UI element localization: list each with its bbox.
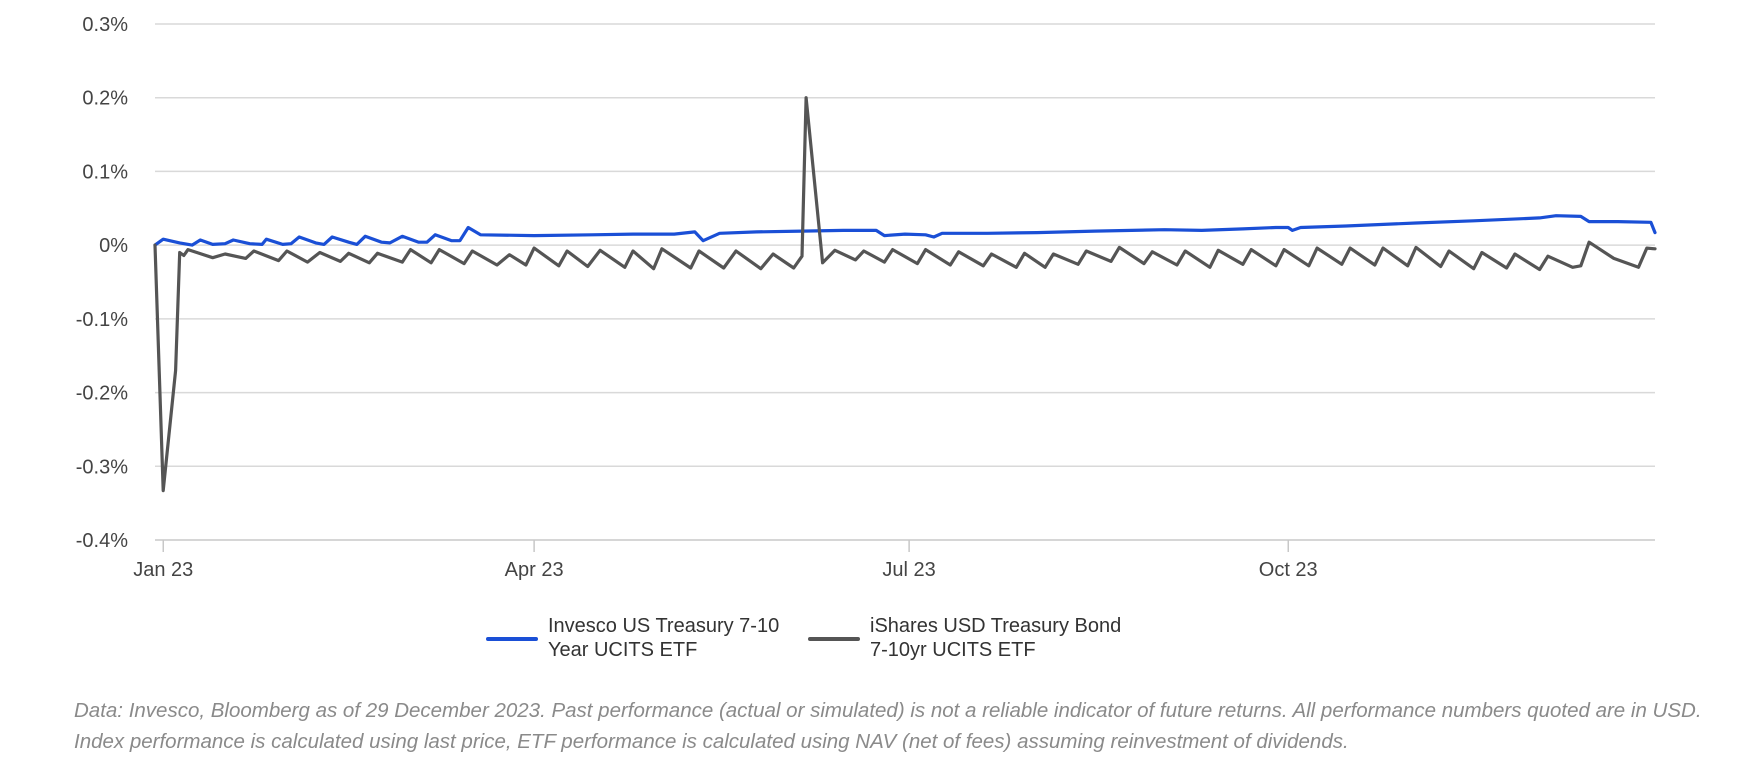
x-tick-label: Oct 23 [1259, 559, 1318, 581]
legend-label: 7-10yr UCITS ETF [870, 639, 1036, 661]
y-tick-label: 0% [99, 235, 128, 257]
series-line-invesco [153, 214, 1657, 247]
x-tick-label: Jan 23 [133, 559, 193, 581]
y-tick-label: -0.1% [76, 309, 128, 331]
x-tick-label: Apr 23 [505, 559, 564, 581]
y-tick-label: 0.2% [82, 88, 128, 110]
plot-area [153, 96, 1657, 493]
y-axis-ticks: 0.3% 0.2% 0.1% 0% -0.1% -0.2% -0.3% -0.4% [76, 14, 128, 552]
gridlines [155, 23, 1655, 541]
y-tick-label: 0.1% [82, 161, 128, 183]
y-tick-label: -0.2% [76, 383, 128, 405]
chart: 0.3% 0.2% 0.1% 0% -0.1% -0.2% -0.3% -0.4% Jan 2… [76, 14, 1657, 661]
y-tick-label: 0.3% [82, 14, 128, 36]
x-tick-label: Jul 23 [882, 559, 935, 581]
y-tick-label: -0.3% [76, 456, 128, 478]
footnote: Data: Invesco, Bloomberg as of 29 Decemb… [74, 699, 1702, 753]
x-axis: Jan 23 Apr 23 Jul 23 Oct 23 [133, 540, 1318, 581]
legend-label: Year UCITS ETF [548, 639, 697, 661]
legend-label: Invesco US Treasury 7-10 [548, 615, 779, 637]
y-tick-label: -0.4% [76, 530, 128, 552]
legend-label: iShares USD Treasury Bond [870, 615, 1121, 637]
series-line-ishares [153, 96, 1657, 493]
